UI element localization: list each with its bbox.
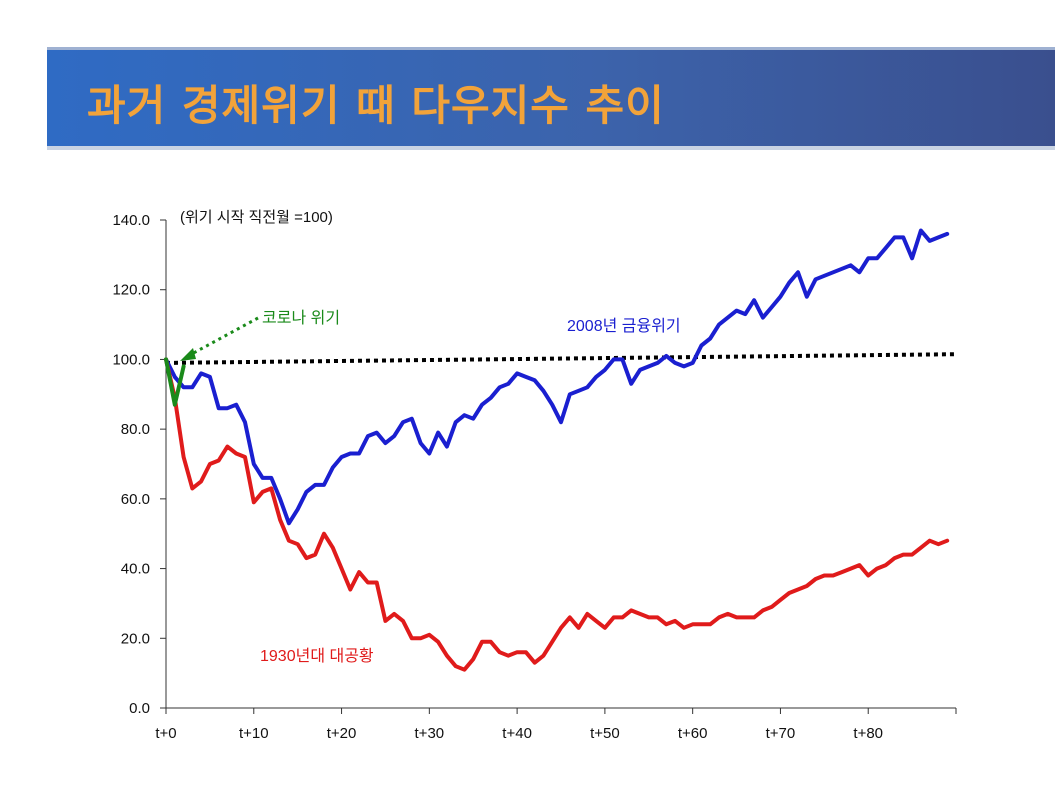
reference-line-100 <box>165 352 957 365</box>
y-tick-label: 60.0 <box>121 491 150 508</box>
y-tick-label: 40.0 <box>121 561 150 578</box>
x-tick-label: t+20 <box>327 725 357 742</box>
x-tick-label: t+10 <box>239 725 269 742</box>
y-tick-label: 0.0 <box>129 700 150 717</box>
x-tick-label: t+30 <box>415 725 445 742</box>
y-tick-label: 140.0 <box>112 212 150 229</box>
annotation-arrow-corona <box>187 316 259 358</box>
series-line-covid <box>164 357 186 407</box>
x-tick-label: t+70 <box>766 725 796 742</box>
series-line-1930 <box>164 357 950 672</box>
y-tick-label: 100.0 <box>112 351 150 368</box>
x-tick-label: t+40 <box>502 725 532 742</box>
x-tick-label: t+0 <box>155 725 176 742</box>
chart-note: (위기 시작 직전월 =100) <box>180 209 333 226</box>
annotation-arrowhead-corona <box>180 348 196 361</box>
series-line-2008 <box>164 228 950 526</box>
y-tick-label: 120.0 <box>112 282 150 299</box>
y-tick-label: 20.0 <box>121 630 150 647</box>
slide-title: 과거 경제위기 때 다우지수 추이 <box>87 81 665 130</box>
x-tick-label: t+50 <box>590 725 620 742</box>
annotation-corona: 코로나 위기 <box>262 309 340 327</box>
chart-plot-area <box>164 228 957 672</box>
annotation-2008: 2008년 금융위기 <box>567 317 681 335</box>
title-banner: 과거 경제위기 때 다우지수 추이 <box>47 47 1055 150</box>
y-tick-label: 80.0 <box>121 421 150 438</box>
x-tick-label: t+60 <box>678 725 708 742</box>
chart-axes: 0.0 20.0 40.0 60.0 80.0 100.0 120.0 140.0 t+0 t+1… <box>112 212 957 742</box>
x-tick-label: t+80 <box>853 725 883 742</box>
annotation-1930: 1930년대 대공황 <box>260 647 374 665</box>
